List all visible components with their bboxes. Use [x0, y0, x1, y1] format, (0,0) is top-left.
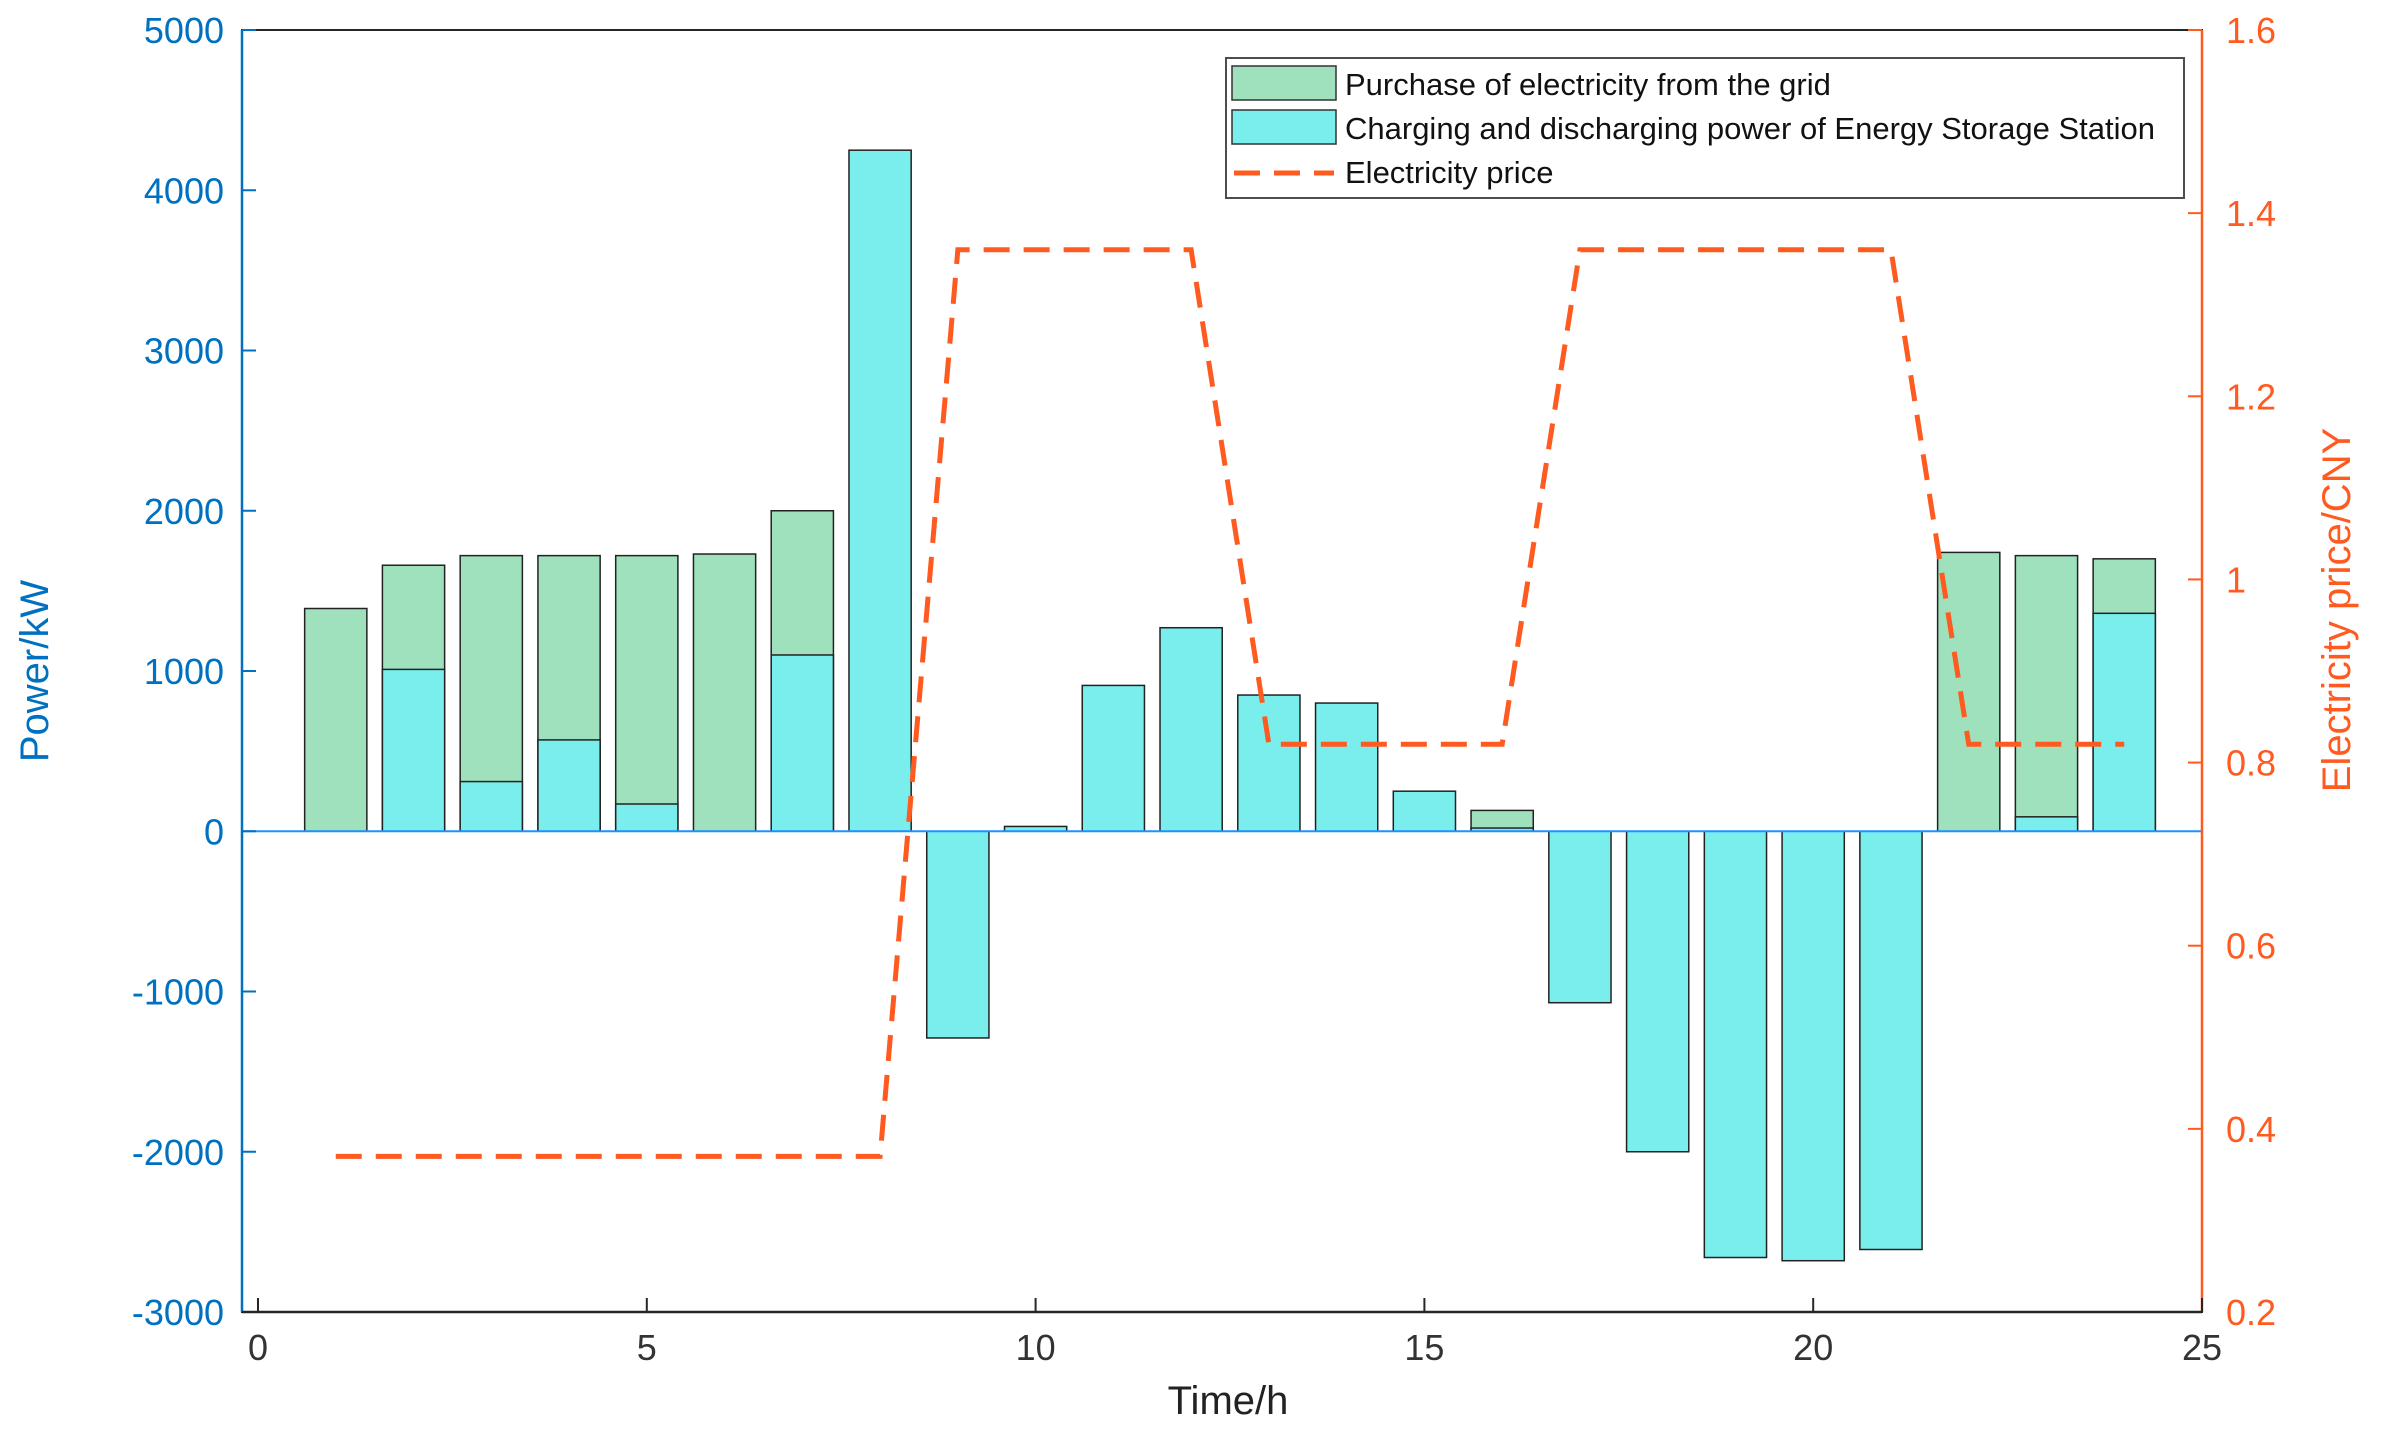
legend-label-storage-power: Charging and discharging power of Energy…	[1345, 111, 2155, 146]
right-tick-label: 0.6	[2226, 926, 2276, 967]
storage-power-bar	[2014, 816, 2079, 833]
x-tick-label: 25	[2182, 1327, 2222, 1368]
left-tick-label: 0	[204, 811, 224, 852]
storage-power-bar	[381, 668, 446, 833]
storage-power-bar	[1159, 626, 1223, 832]
right-tick-label: 0.8	[2226, 743, 2276, 784]
storage-power-bar	[1703, 830, 1768, 1259]
storage-power-bar	[1781, 830, 1846, 1262]
right-tick-label: 1.6	[2226, 10, 2276, 51]
right-axis-title: Electricity price/CNY	[2315, 428, 2359, 793]
x-tick-label: 15	[1404, 1327, 1444, 1368]
grid-purchase-bar	[303, 607, 368, 832]
storage-power-bar	[848, 149, 912, 832]
storage-power-bar	[1392, 790, 1457, 832]
electricity-price-line	[335, 247, 2125, 1159]
grid-purchase-bar	[614, 554, 679, 832]
legend: Purchase of electricity from the grid Ch…	[1225, 57, 2185, 199]
right-tick-label: 1.4	[2226, 193, 2276, 234]
x-tick-label: 5	[637, 1327, 657, 1368]
x-tick-label: 10	[1016, 1327, 1056, 1368]
storage-power-bar	[1859, 830, 1923, 1251]
storage-power-bar	[1548, 830, 1612, 1004]
grid-purchase-bar	[692, 553, 757, 833]
storage-power-bar	[1237, 694, 1301, 832]
left-tick-label: 5000	[144, 10, 224, 51]
left-tick-label: 1000	[144, 651, 224, 692]
storage-power-bar	[925, 830, 990, 1039]
left-tick-label: 3000	[144, 331, 224, 372]
legend-box	[1225, 57, 2185, 199]
storage-power-bar	[1314, 702, 1379, 832]
legend-label-electricity-price: Electricity price	[1345, 155, 1553, 190]
x-axis-title: Time/h	[1168, 1379, 1289, 1423]
right-tick-label: 1	[2226, 559, 2246, 600]
grid-purchase-bar	[2014, 554, 2079, 832]
legend-swatch-storage-power	[1231, 109, 1337, 145]
left-axis-title: Power/kW	[13, 580, 57, 762]
left-tick-label: 4000	[144, 170, 224, 211]
legend-swatch-grid-purchase	[1231, 65, 1337, 101]
legend-label-grid-purchase: Purchase of electricity from the grid	[1345, 67, 1831, 102]
storage-power-bar	[1625, 830, 1690, 1153]
storage-power-bars	[381, 149, 2157, 1262]
storage-power-bar	[614, 803, 679, 833]
storage-power-bar	[2092, 612, 2157, 832]
x-tick-label: 20	[1793, 1327, 1833, 1368]
x-axis: 0 5 10 15 20 25	[242, 1298, 2222, 1368]
right-tick-label: 1.2	[2226, 376, 2276, 417]
storage-power-bar	[537, 739, 601, 832]
left-tick-label: 2000	[144, 491, 224, 532]
x-tick-label: 0	[248, 1327, 268, 1368]
storage-power-bar	[459, 780, 524, 833]
left-tick-label: -2000	[132, 1132, 224, 1173]
left-tick-label: -3000	[132, 1292, 224, 1333]
left-y-axis: -3000 -2000 -1000 0 1000 2000 3000 4000 5000	[132, 10, 256, 1333]
storage-power-bar	[1081, 684, 1146, 832]
grid-purchase-bar	[1936, 551, 2001, 832]
left-tick-label: -1000	[132, 972, 224, 1013]
right-tick-label: 0.2	[2226, 1292, 2276, 1333]
right-tick-label: 0.4	[2226, 1109, 2276, 1150]
right-y-axis: 0.2 0.4 0.6 0.8 1 1.2 1.4 1.6	[2188, 10, 2276, 1333]
storage-power-bar	[770, 654, 835, 832]
